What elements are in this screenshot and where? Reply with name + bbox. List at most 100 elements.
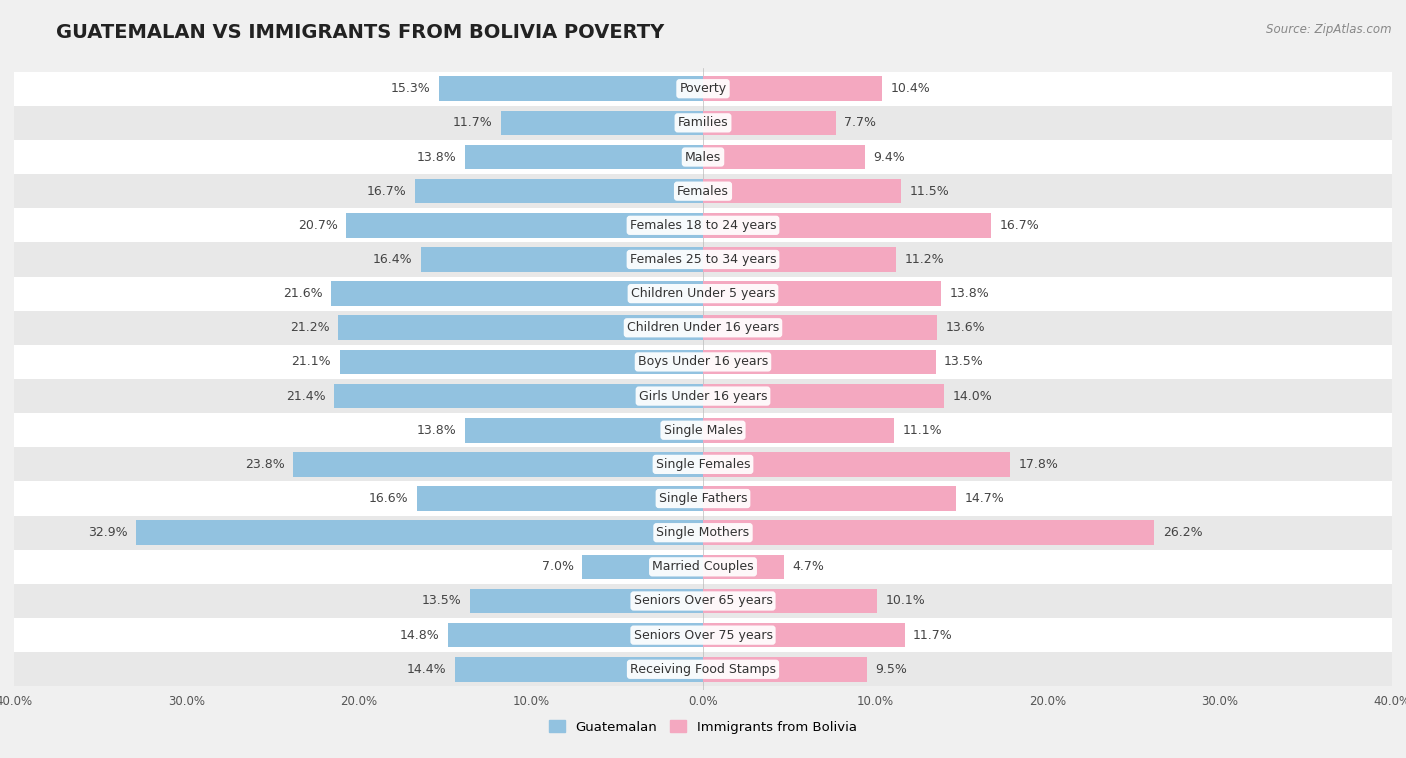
Text: Children Under 5 years: Children Under 5 years [631, 287, 775, 300]
Bar [418, 486, 703, 511]
Text: 11.2%: 11.2% [904, 253, 945, 266]
Bar [465, 418, 703, 443]
Text: Boys Under 16 years: Boys Under 16 years [638, 356, 768, 368]
Text: Seniors Over 65 years: Seniors Over 65 years [634, 594, 772, 607]
Text: 7.7%: 7.7% [844, 117, 876, 130]
Text: Source: ZipAtlas.com: Source: ZipAtlas.com [1267, 23, 1392, 36]
Bar [703, 555, 785, 579]
Bar [703, 179, 901, 203]
Text: Girls Under 16 years: Girls Under 16 years [638, 390, 768, 402]
Bar [14, 311, 1392, 345]
Text: 15.3%: 15.3% [391, 82, 430, 96]
Text: 16.4%: 16.4% [373, 253, 412, 266]
Text: 23.8%: 23.8% [245, 458, 284, 471]
Bar [14, 208, 1392, 243]
Bar [703, 521, 1154, 545]
Text: 13.8%: 13.8% [949, 287, 988, 300]
Text: Married Couples: Married Couples [652, 560, 754, 573]
Bar [14, 72, 1392, 106]
Text: Females: Females [678, 185, 728, 198]
Text: 7.0%: 7.0% [541, 560, 574, 573]
Text: Children Under 16 years: Children Under 16 years [627, 321, 779, 334]
Bar [136, 521, 703, 545]
Bar [703, 486, 956, 511]
Bar [14, 447, 1392, 481]
Text: 26.2%: 26.2% [1163, 526, 1202, 539]
Bar [14, 106, 1392, 140]
Text: Single Males: Single Males [664, 424, 742, 437]
Bar [14, 140, 1392, 174]
Text: 32.9%: 32.9% [89, 526, 128, 539]
Text: Poverty: Poverty [679, 82, 727, 96]
Text: 21.1%: 21.1% [291, 356, 330, 368]
Bar [292, 452, 703, 477]
Text: 14.8%: 14.8% [399, 628, 440, 641]
Bar [14, 550, 1392, 584]
Text: 14.7%: 14.7% [965, 492, 1004, 505]
Text: 11.7%: 11.7% [453, 117, 494, 130]
Text: Receiving Food Stamps: Receiving Food Stamps [630, 662, 776, 676]
Text: 11.1%: 11.1% [903, 424, 942, 437]
Text: 21.6%: 21.6% [283, 287, 322, 300]
Bar [703, 281, 941, 306]
Bar [703, 247, 896, 272]
Bar [14, 345, 1392, 379]
Text: 13.8%: 13.8% [418, 151, 457, 164]
Bar [703, 623, 904, 647]
Text: 16.6%: 16.6% [368, 492, 409, 505]
Text: Females 25 to 34 years: Females 25 to 34 years [630, 253, 776, 266]
Text: Males: Males [685, 151, 721, 164]
Text: 10.1%: 10.1% [886, 594, 925, 607]
Text: Females 18 to 24 years: Females 18 to 24 years [630, 219, 776, 232]
Text: 16.7%: 16.7% [1000, 219, 1039, 232]
Bar [703, 145, 865, 169]
Text: 13.6%: 13.6% [946, 321, 986, 334]
Bar [465, 145, 703, 169]
Bar [14, 652, 1392, 686]
Bar [471, 589, 703, 613]
Bar [14, 515, 1392, 550]
Text: 13.5%: 13.5% [422, 594, 461, 607]
Bar [703, 349, 935, 374]
Bar [582, 555, 703, 579]
Text: 14.4%: 14.4% [406, 662, 446, 676]
Text: Families: Families [678, 117, 728, 130]
Bar [14, 618, 1392, 652]
Bar [330, 281, 703, 306]
Bar [14, 413, 1392, 447]
Bar [340, 349, 703, 374]
Text: 11.7%: 11.7% [912, 628, 953, 641]
Bar [14, 379, 1392, 413]
Bar [703, 452, 1010, 477]
Text: Seniors Over 75 years: Seniors Over 75 years [634, 628, 772, 641]
Bar [703, 657, 866, 681]
Bar [14, 584, 1392, 618]
Bar [14, 277, 1392, 311]
Text: Single Fathers: Single Fathers [659, 492, 747, 505]
Bar [456, 657, 703, 681]
Legend: Guatemalan, Immigrants from Bolivia: Guatemalan, Immigrants from Bolivia [544, 715, 862, 739]
Text: 21.4%: 21.4% [287, 390, 326, 402]
Bar [703, 589, 877, 613]
Text: 20.7%: 20.7% [298, 219, 337, 232]
Text: 11.5%: 11.5% [910, 185, 949, 198]
Bar [415, 179, 703, 203]
Bar [346, 213, 703, 237]
Text: 14.0%: 14.0% [953, 390, 993, 402]
Bar [502, 111, 703, 135]
Text: 21.2%: 21.2% [290, 321, 329, 334]
Bar [703, 111, 835, 135]
Text: 4.7%: 4.7% [793, 560, 824, 573]
Text: Single Females: Single Females [655, 458, 751, 471]
Bar [420, 247, 703, 272]
Bar [703, 213, 991, 237]
Text: 16.7%: 16.7% [367, 185, 406, 198]
Bar [449, 623, 703, 647]
Bar [703, 315, 938, 340]
Bar [703, 384, 945, 409]
Bar [335, 384, 703, 409]
Text: Single Mothers: Single Mothers [657, 526, 749, 539]
Bar [14, 243, 1392, 277]
Text: 9.5%: 9.5% [875, 662, 907, 676]
Bar [703, 418, 894, 443]
